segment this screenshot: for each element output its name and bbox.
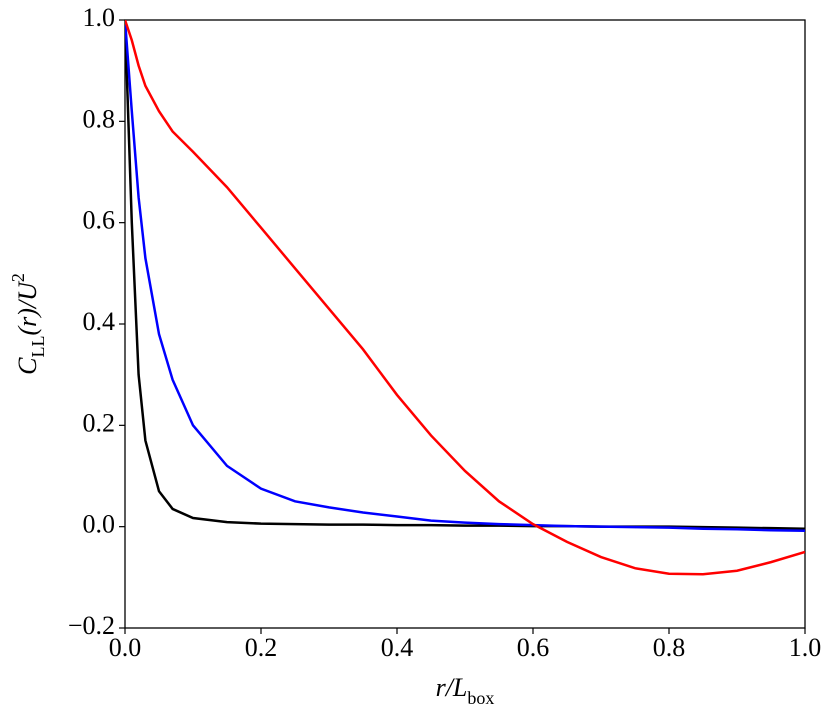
y-axis-label-part: 2 — [8, 273, 28, 282]
y-tick-label: 0.6 — [83, 206, 116, 235]
x-tick-label: 0.4 — [381, 633, 414, 662]
y-tick-label: 0.2 — [83, 408, 116, 437]
plot-frame — [124, 19, 806, 629]
x-tick-label: 1.0 — [789, 633, 822, 662]
line-series — [125, 20, 805, 576]
x-axis-label-part: r/L — [436, 673, 468, 702]
y-tick-label: 0.0 — [83, 510, 116, 539]
y-axis-label-part: (r)/U — [13, 280, 42, 336]
x-tick-label: 0.6 — [517, 633, 550, 662]
x-tick-label: 0.2 — [245, 633, 278, 662]
x-axis-label-part: box — [467, 688, 494, 708]
line-series — [125, 20, 805, 530]
y-tick-label: 1.0 — [83, 3, 116, 32]
y-axis-label-part: C — [13, 357, 42, 375]
y-tick-label: 0.4 — [83, 307, 116, 336]
line-series — [125, 20, 805, 532]
x-tick-label: 0.8 — [653, 633, 686, 662]
x-axis-label: r/Lbox — [436, 673, 495, 708]
y-axis-label-part: LL — [28, 336, 48, 358]
y-axis-label: CLL(r)/U2 — [8, 273, 48, 375]
y-tick-label: −0.2 — [68, 611, 115, 640]
y-tick-label: 0.8 — [83, 104, 116, 133]
x-tick-label: 0.0 — [109, 633, 142, 662]
